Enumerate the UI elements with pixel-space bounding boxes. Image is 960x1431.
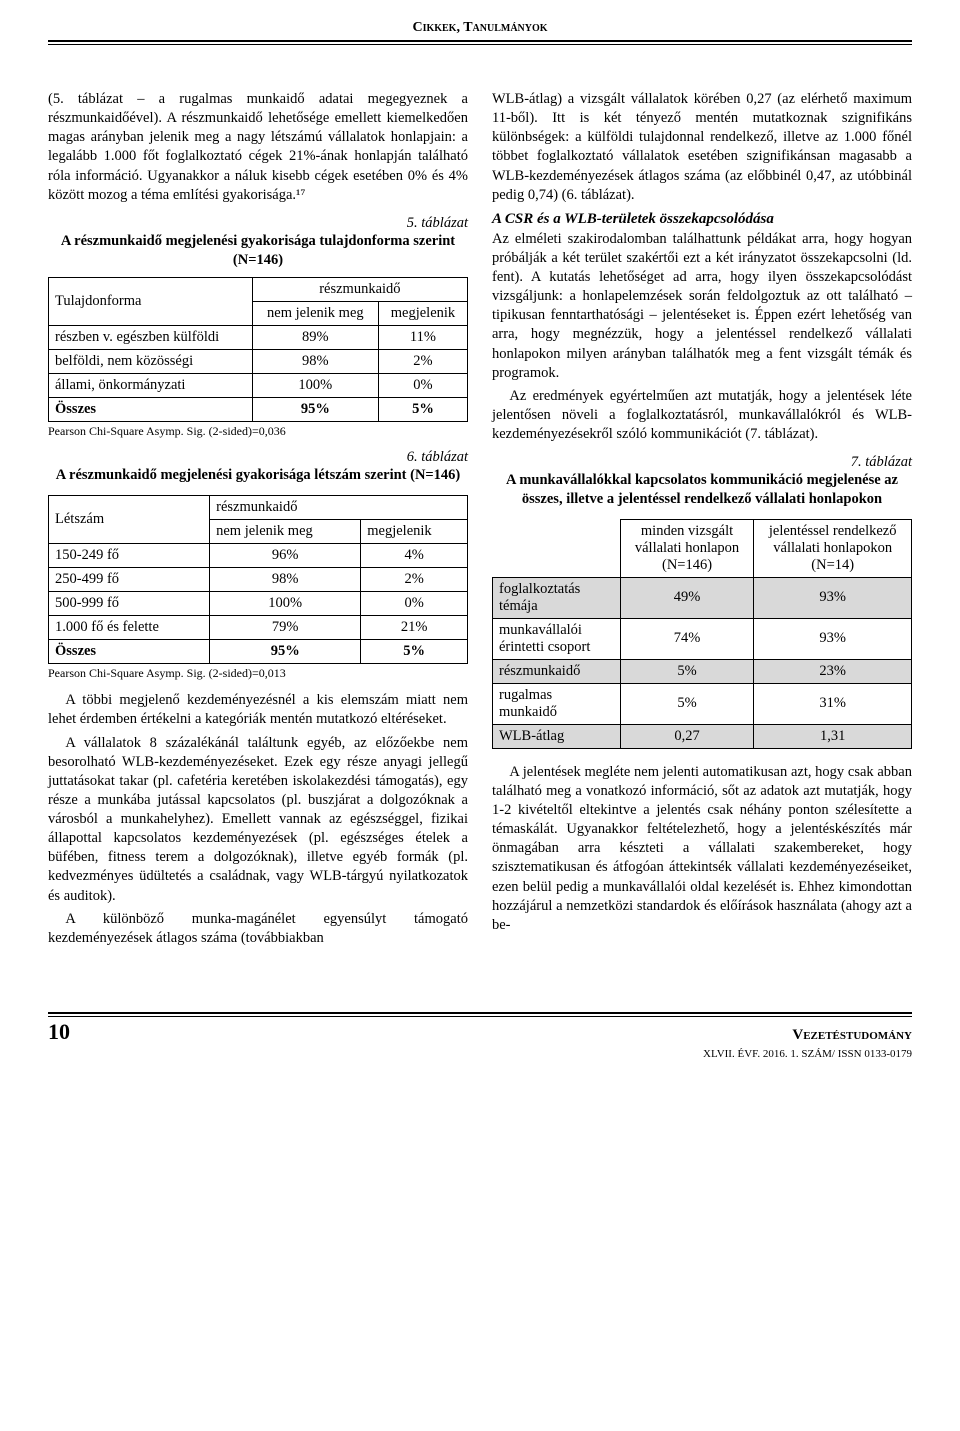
page-number: 10: [48, 1019, 70, 1045]
journal-info-block: Vezetéstudomány XLVII. ÉVF. 2016. 1. SZÁ…: [703, 1027, 912, 1062]
table6-col0: Létszám: [49, 496, 210, 544]
page-header: Cikkek, Tanulmányok: [48, 20, 912, 42]
page: Cikkek, Tanulmányok (5. táblázat – a rug…: [0, 0, 960, 1082]
table-row: rugalmas munkaidő 5% 31%: [493, 683, 912, 724]
paragraph: A jelentések megléte nem jelenti automat…: [492, 763, 912, 935]
table5-col0: Tulajdonforma: [49, 278, 253, 326]
table6-col1: nem jelenik meg: [210, 520, 361, 544]
paragraph: A többi megjelenő kezdeményezésnél a kis…: [48, 691, 468, 729]
table5-col1: nem jelenik meg: [252, 302, 378, 326]
table-row: 150-249 fő 96% 4%: [49, 544, 468, 568]
header-title: Cikkek, Tanulmányok: [412, 20, 547, 35]
paragraph: WLB-átlag) a vizsgált vállalatok körében…: [492, 90, 912, 205]
table5-header-group: részmunkaidő: [252, 278, 467, 302]
table5: Tulajdonforma részmunkaidő nem jelenik m…: [48, 277, 468, 422]
table5-title: A részmunkaidő megjelenési gyakorisága t…: [48, 232, 468, 270]
section-heading: A CSR és a WLB-területek összekapcsolódá…: [492, 211, 912, 228]
left-column: (5. táblázat – a rugalmas munkaidő adata…: [48, 90, 468, 952]
table6-col2: megjelenik: [361, 520, 468, 544]
paragraph: A különböző munka-magánélet egyensúlyt t…: [48, 910, 468, 948]
table6: Létszám részmunkaidő nem jelenik meg meg…: [48, 495, 468, 664]
table6-note: Pearson Chi-Square Asymp. Sig. (2-sided)…: [48, 666, 468, 681]
paragraph: Az elméleti szakirodalomban találhattunk…: [492, 230, 912, 383]
table5-caption-number: 5. táblázat: [48, 215, 468, 232]
journal-issue: XLVII. ÉVF. 2016. 1. SZÁM/ ISSN 0133-017…: [703, 1048, 912, 1060]
table-row: 500-999 fő 100% 0%: [49, 592, 468, 616]
table7-caption-number: 7. táblázat: [492, 454, 912, 471]
journal-name: Vezetéstudomány: [703, 1027, 912, 1044]
right-column: WLB-átlag) a vizsgált vállalatok körében…: [492, 90, 912, 952]
paragraph: (5. táblázat – a rugalmas munkaidő adata…: [48, 90, 468, 205]
table-row: munkavállalói érintetti csoport 74% 93%: [493, 618, 912, 659]
table5-col2: megjelenik: [378, 302, 467, 326]
table-row: Összes 95% 5%: [49, 398, 468, 422]
table-row: 1.000 fő és felette 79% 21%: [49, 616, 468, 640]
paragraph: A vállalatok 8 százalékánál találtunk eg…: [48, 734, 468, 906]
table-row: részmunkaidő 5% 23%: [493, 659, 912, 683]
paragraph: Az eredmények egyértelműen azt mutatják,…: [492, 387, 912, 444]
table7: minden vizsgált vállalati honlapon (N=14…: [492, 519, 912, 749]
table7-title: A munkavállalókkal kapcsolatos kommuniká…: [492, 471, 912, 509]
table7-col2: jelentéssel rendelkező vállalati honlapo…: [754, 519, 912, 577]
table-row: részben v. egészben külföldi 89% 11%: [49, 326, 468, 350]
page-footer: 10 Vezetéstudomány XLVII. ÉVF. 2016. 1. …: [48, 1012, 912, 1062]
table6-caption-number: 6. táblázat: [48, 449, 468, 466]
table-row: foglalkoztatás témája 49% 93%: [493, 577, 912, 618]
table5-note: Pearson Chi-Square Asymp. Sig. (2-sided)…: [48, 424, 468, 439]
table-row: állami, önkormányzati 100% 0%: [49, 374, 468, 398]
table7-col1: minden vizsgált vállalati honlapon (N=14…: [620, 519, 754, 577]
table-row: belföldi, nem közösségi 98% 2%: [49, 350, 468, 374]
two-column-layout: (5. táblázat – a rugalmas munkaidő adata…: [48, 90, 912, 952]
table-row: 250-499 fő 98% 2%: [49, 568, 468, 592]
table6-title: A részmunkaidő megjelenési gyakorisága l…: [48, 466, 468, 485]
table-row: Összes 95% 5%: [49, 640, 468, 664]
table-row: WLB-átlag 0,27 1,31: [493, 724, 912, 748]
table6-header-group: részmunkaidő: [210, 496, 468, 520]
